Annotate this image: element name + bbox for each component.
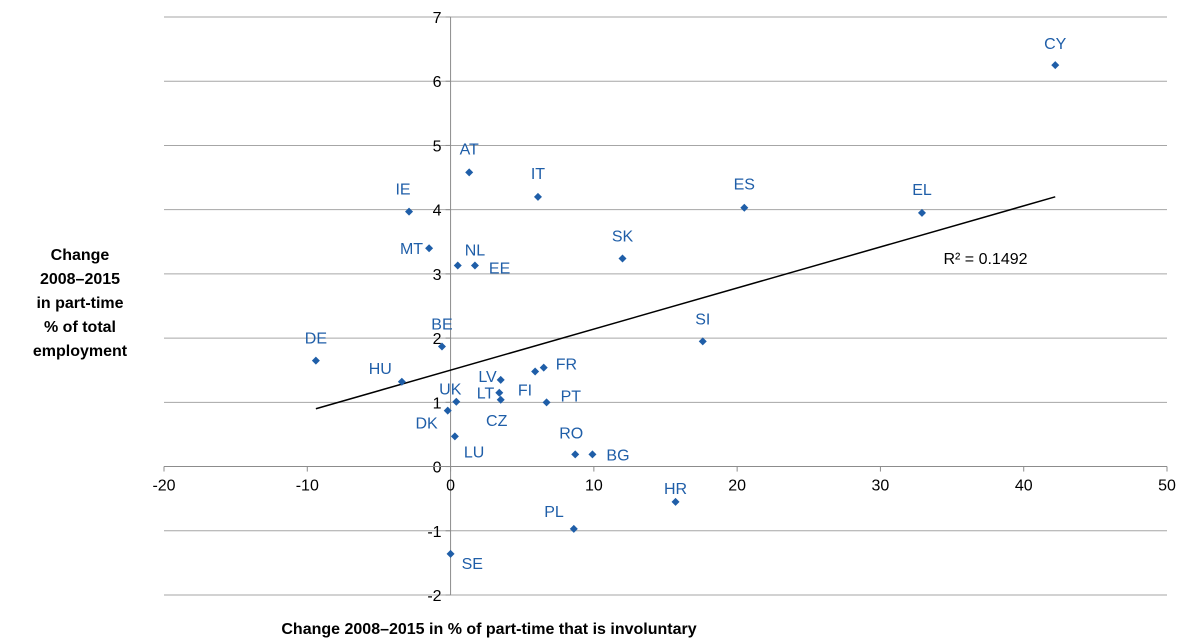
y-tick-label: -2 (427, 588, 441, 605)
label-cy: CY (1044, 36, 1067, 53)
y-axis-title-line: 2008–2015 (40, 271, 120, 288)
label-mt: MT (400, 241, 423, 258)
y-tick-label: 7 (433, 10, 442, 27)
point-lt (495, 388, 504, 397)
y-tick-label: 2 (433, 331, 442, 348)
point-si (698, 337, 707, 346)
label-hr: HR (664, 481, 687, 498)
point-fi (531, 367, 540, 376)
label-lv: LV (478, 369, 497, 386)
label-ro: RO (559, 425, 583, 442)
point-el (917, 208, 926, 217)
data-points (311, 61, 1060, 558)
x-axis-title: Change 2008–2015 in % of part-time that … (281, 621, 696, 638)
point-bg (588, 450, 597, 459)
point-cy (1051, 61, 1060, 70)
x-tick-label: 30 (872, 478, 890, 495)
label-dk: DK (415, 416, 438, 433)
point-dk (443, 406, 452, 415)
point-lu (450, 432, 459, 441)
label-sk: SK (612, 228, 634, 245)
label-pl: PL (544, 504, 564, 521)
x-tick-label: 40 (1015, 478, 1033, 495)
y-axis-title-line: employment (33, 343, 128, 360)
label-el: EL (912, 182, 932, 199)
x-tick-label: -20 (152, 478, 175, 495)
point-sk (618, 254, 627, 263)
point-es (740, 203, 749, 212)
label-lu: LU (464, 444, 484, 461)
x-tick-label: -10 (296, 478, 319, 495)
label-uk: UK (439, 382, 462, 399)
y-axis-title-line: % of total (44, 319, 116, 336)
label-fr: FR (556, 357, 577, 374)
label-ee: EE (489, 261, 510, 278)
label-it: IT (531, 166, 545, 183)
y-axis-title-line: in part-time (36, 295, 123, 312)
point-pt (542, 398, 551, 407)
point-pl (569, 524, 578, 533)
point-it (533, 192, 542, 201)
point-be (437, 342, 446, 351)
x-tick-label: 50 (1158, 478, 1176, 495)
trendline (315, 196, 1056, 410)
label-nl: NL (465, 243, 486, 260)
point-cz (496, 395, 505, 404)
label-be: BE (431, 316, 452, 333)
label-cz: CZ (486, 413, 508, 430)
y-tick-label: -1 (427, 524, 441, 541)
trendline-group (315, 196, 1056, 410)
gridlines (164, 16, 1167, 596)
label-pt: PT (561, 388, 582, 405)
label-hu: HU (369, 361, 392, 378)
point-ie (405, 207, 414, 216)
label-at: AT (460, 141, 479, 158)
point-ee (470, 261, 479, 270)
point-ro (571, 450, 580, 459)
label-si: SI (695, 311, 710, 328)
point-hr (671, 497, 680, 506)
point-at (465, 168, 474, 177)
point-hu (397, 377, 406, 386)
y-axis-title-line: Change (51, 247, 110, 264)
label-de: DE (305, 331, 327, 348)
point-fr (539, 363, 548, 372)
label-bg: BG (606, 447, 629, 464)
point-nl (453, 261, 462, 270)
point-uk (452, 397, 461, 406)
r-squared-label: R² = 0.1492 (943, 251, 1027, 268)
y-tick-label: 4 (433, 203, 442, 220)
y-tick-label: 0 (433, 460, 442, 477)
y-tick-label: 3 (433, 267, 442, 284)
label-se: SE (462, 556, 483, 573)
point-mt (425, 244, 434, 253)
label-ie: IE (395, 182, 410, 199)
point-se (446, 549, 455, 558)
y-tick-label: 6 (433, 74, 442, 91)
point-lv (496, 375, 505, 384)
x-tick-label: 20 (728, 478, 746, 495)
y-tick-label: 5 (433, 138, 442, 155)
label-lt: LT (477, 386, 495, 403)
y-tick-label: 1 (433, 395, 442, 412)
x-tick-label: 0 (446, 478, 455, 495)
label-fi: FI (518, 383, 532, 400)
y-axis-title: Change 2008–2015 in part-time % of total emp… (33, 247, 128, 360)
point-de (311, 356, 320, 365)
x-tick-label: 10 (585, 478, 603, 495)
label-es: ES (734, 177, 755, 194)
